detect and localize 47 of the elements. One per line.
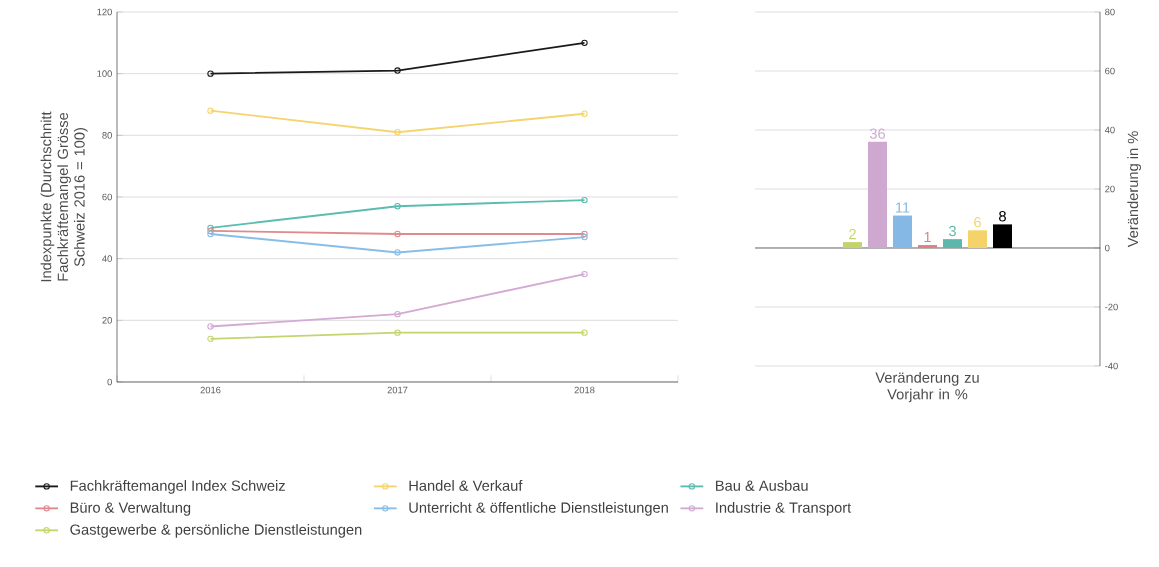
point [394,203,401,210]
y-tick-label: 60 [1105,67,1115,75]
point [394,249,401,256]
data-label: 2 [849,228,856,240]
data-label: 36 [869,128,886,139]
y-tick-label: 100 [97,70,112,77]
legend-label: Büro & Verwaltung [70,502,191,516]
y-tick-label: 60 [102,193,112,201]
x-tick-label: 2017 [387,386,408,394]
x-tick-label: 2016 [200,386,221,394]
point [394,310,401,318]
legend-label: Industrie & Transport [716,502,852,516]
legend-label: Handel & Verkauf [409,480,523,491]
y-tick-label: 0 [107,378,112,386]
legend-label: Gastgewerbe & persönliche Dienstleistungen [70,524,362,538]
data-label: 3 [948,225,956,237]
y-axis-title: Veränderung in % [1127,131,1142,248]
y-tick-label: 120 [97,8,112,16]
data-label: 1 [924,232,931,243]
y-tick-label: -40 [1105,362,1118,370]
x-tick-label: 2018 [574,386,595,394]
x-axis-title: Veränderung zu Vorjahr in % [875,372,979,403]
point [394,230,401,238]
point [394,329,401,336]
bar [843,242,862,248]
y-tick-label: 0 [1105,244,1110,252]
y-tick-label: 80 [102,132,112,139]
legend-label: Bau & Ausbau [716,480,808,491]
y-tick-label: 80 [1105,8,1115,16]
y-tick-label: 20 [102,317,112,324]
data-label: 8 [999,211,1006,222]
bar [868,141,887,248]
point [394,129,401,136]
y-tick-label: 40 [1104,126,1115,134]
bar [918,245,937,248]
data-label: 6 [974,216,981,228]
legend-label: Fachkräftemangel Index Schweiz [70,480,285,494]
y-tick-label: 40 [102,255,112,262]
data-label: 11 [896,202,910,213]
bar [943,239,962,248]
bar [893,215,912,248]
y-tick-label: -20 [1105,303,1118,311]
point [394,67,401,74]
legend-label: Unterricht & öffentliche Dienstleistungen [409,502,668,516]
y-axis-title: Indexpunkte (Durchschnitt Fachkräftemangel Grösse Schweiz 2016 = 100) [40,111,88,282]
bar [968,230,987,248]
y-tick-label: 20 [1105,185,1115,193]
